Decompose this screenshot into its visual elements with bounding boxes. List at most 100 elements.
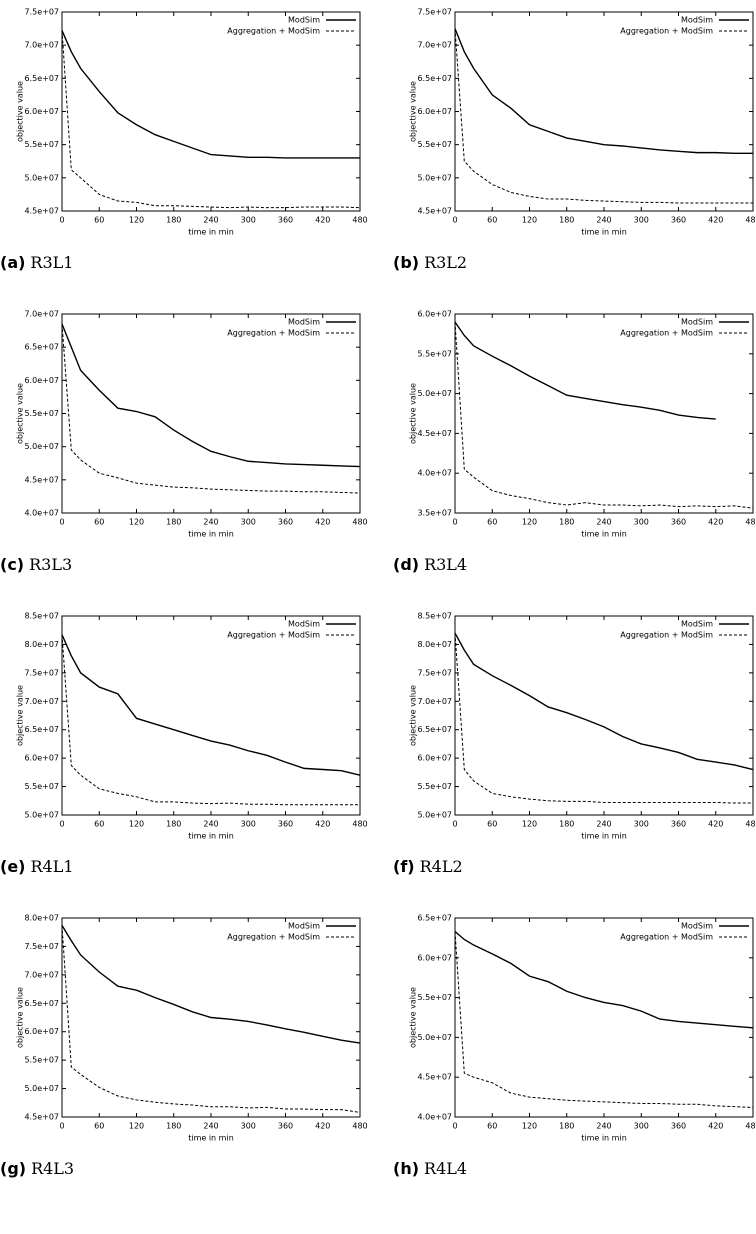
series-line xyxy=(61,323,361,494)
caption-text: R3L3 xyxy=(29,555,72,574)
series-line xyxy=(454,632,754,771)
legend-label: Aggregation + ModSim xyxy=(620,933,713,942)
y-tick-label: 6.5e+07 xyxy=(417,74,452,83)
y-tick-label: 5.0e+07 xyxy=(24,1084,59,1093)
y-tick-label: 8.5e+07 xyxy=(24,612,59,621)
x-tick-label: 300 xyxy=(634,1122,649,1131)
x-tick-label: 360 xyxy=(278,1122,293,1131)
x-tick-label: 480 xyxy=(745,1122,756,1131)
y-tick-label: 6.0e+07 xyxy=(417,107,452,116)
caption: (e) R4L1 xyxy=(0,857,74,876)
caption-label: (g) xyxy=(0,1159,26,1178)
caption: (a) R3L1 xyxy=(0,253,73,272)
y-tick-label: 6.0e+07 xyxy=(24,1027,59,1036)
x-tick-label: 480 xyxy=(352,1122,367,1131)
series-line xyxy=(454,321,754,509)
x-tick-label: 240 xyxy=(596,820,611,829)
x-tick-label: 300 xyxy=(634,820,649,829)
x-tick-label: 120 xyxy=(522,1122,537,1131)
x-tick-label: 420 xyxy=(708,216,723,225)
x-tick-label: 480 xyxy=(352,216,367,225)
x-tick-label: 60 xyxy=(487,518,497,527)
x-tick-label: 0 xyxy=(59,518,64,527)
caption: (c) R3L3 xyxy=(0,555,72,574)
x-tick-label: 0 xyxy=(59,1122,64,1131)
series-line xyxy=(454,321,716,420)
y-tick-label: 4.5e+07 xyxy=(417,429,452,438)
x-tick-label: 180 xyxy=(559,216,574,225)
x-tick-label: 240 xyxy=(203,1122,218,1131)
caption-label: (d) xyxy=(393,555,419,574)
y-tick-label: 5.0e+07 xyxy=(417,173,452,182)
y-tick-label: 5.5e+07 xyxy=(24,409,59,418)
y-tick-label: 6.0e+07 xyxy=(24,376,59,385)
legend-label: Aggregation + ModSim xyxy=(620,631,713,640)
legend-label: ModSim xyxy=(288,16,320,25)
series-line xyxy=(61,30,360,159)
y-tick-label: 3.5e+07 xyxy=(417,509,452,518)
x-tick-label: 240 xyxy=(203,216,218,225)
y-tick-label: 5.0e+07 xyxy=(417,811,452,820)
y-tick-label: 4.5e+07 xyxy=(24,207,59,216)
x-tick-label: 420 xyxy=(708,518,723,527)
x-tick-label: 180 xyxy=(559,518,574,527)
x-tick-label: 360 xyxy=(671,820,686,829)
chart: 5.0e+07 5.5e+07 6.0e+07 6.5e+07 7.0e+07 7.5e+… xyxy=(393,612,756,876)
y-tick-label: 6.5e+07 xyxy=(24,725,59,734)
y-tick-label: 7.0e+07 xyxy=(24,697,59,706)
x-tick-label: 180 xyxy=(166,1122,181,1131)
y-tick-label: 7.5e+07 xyxy=(24,668,59,677)
x-tick-label: 120 xyxy=(129,216,144,225)
x-tick-label: 0 xyxy=(452,518,457,527)
x-tick-label: 0 xyxy=(59,820,64,829)
y-tick-label: 8.0e+07 xyxy=(24,640,59,649)
plot-frame xyxy=(61,615,361,816)
x-tick-label: 120 xyxy=(129,820,144,829)
x-axis-label: time in min xyxy=(581,530,627,539)
y-tick-label: 7.0e+07 xyxy=(24,310,59,319)
y-tick-label: 7.5e+07 xyxy=(24,8,59,17)
plot-frame xyxy=(61,11,361,212)
series-line xyxy=(61,925,361,1113)
y-axis-label: objective value xyxy=(16,987,25,1048)
y-tick-label: 5.0e+07 xyxy=(24,442,59,451)
y-tick-label: 4.0e+07 xyxy=(417,1113,452,1122)
caption-text: R4L4 xyxy=(424,1159,467,1178)
x-tick-label: 0 xyxy=(452,1122,457,1131)
y-tick-label: 5.5e+07 xyxy=(24,140,59,149)
chart: 4.0e+07 4.5e+07 5.0e+07 5.5e+07 6.0e+07 6.5e+… xyxy=(0,310,368,574)
x-tick-label: 60 xyxy=(94,216,104,225)
y-axis-label: objective value xyxy=(16,81,25,142)
x-tick-label: 480 xyxy=(745,820,756,829)
series-line xyxy=(61,30,361,209)
y-axis-label: objective value xyxy=(409,685,418,746)
series-line xyxy=(454,28,753,154)
y-tick-label: 7.5e+07 xyxy=(417,668,452,677)
y-tick-label: 4.0e+07 xyxy=(24,509,59,518)
y-tick-label: 4.0e+07 xyxy=(417,469,452,478)
x-tick-label: 420 xyxy=(315,216,330,225)
caption-label: (c) xyxy=(0,555,24,574)
legend-label: ModSim xyxy=(288,318,320,327)
y-tick-label: 5.0e+07 xyxy=(417,1033,452,1042)
y-axis-label: objective value xyxy=(16,685,25,746)
series-line xyxy=(61,634,361,776)
caption-label: (f) xyxy=(393,857,415,876)
x-tick-label: 60 xyxy=(94,820,104,829)
x-tick-label: 300 xyxy=(241,1122,256,1131)
y-tick-label: 6.0e+07 xyxy=(417,754,452,763)
x-tick-label: 240 xyxy=(596,1122,611,1131)
y-tick-label: 8.0e+07 xyxy=(417,640,452,649)
series-line xyxy=(61,634,360,806)
x-tick-label: 120 xyxy=(522,820,537,829)
x-tick-label: 360 xyxy=(278,518,293,527)
legend-label: Aggregation + ModSim xyxy=(227,329,320,338)
x-tick-label: 420 xyxy=(315,518,330,527)
x-axis-label: time in min xyxy=(188,832,234,841)
legend-label: ModSim xyxy=(681,318,713,327)
x-tick-label: 0 xyxy=(59,216,64,225)
caption: (d) R3L4 xyxy=(393,555,467,574)
y-tick-label: 7.0e+07 xyxy=(24,41,59,50)
